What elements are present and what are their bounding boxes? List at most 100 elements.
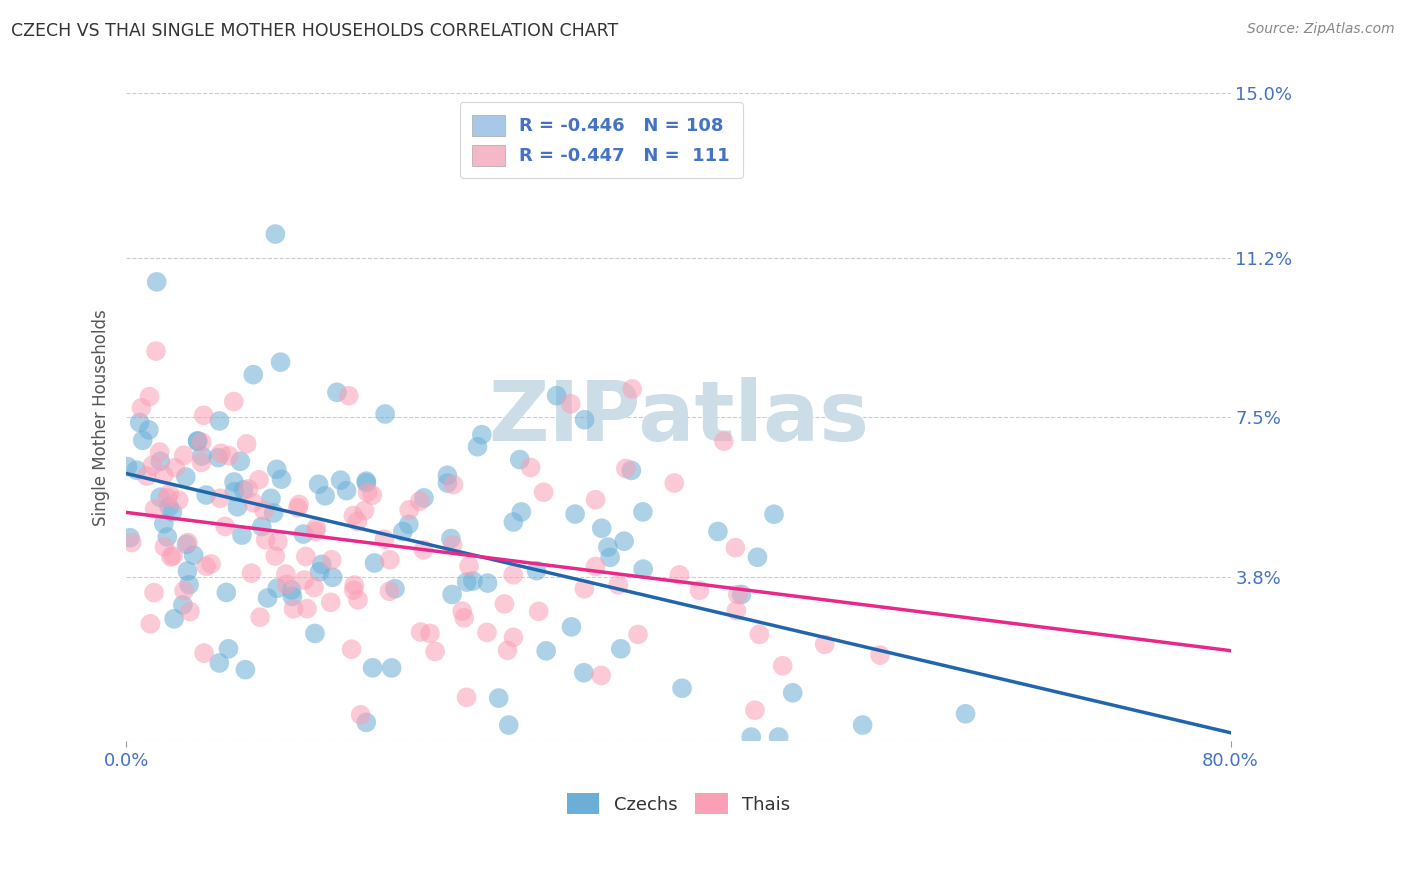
Point xyxy=(356,475,378,490)
Point xyxy=(631,505,654,519)
Text: Source: ZipAtlas.com: Source: ZipAtlas.com xyxy=(1247,22,1395,37)
Point xyxy=(242,496,264,510)
Point xyxy=(263,506,285,520)
Y-axis label: Single Mother Households: Single Mother Households xyxy=(93,309,110,525)
Point xyxy=(235,437,257,451)
Point xyxy=(747,550,769,565)
Point xyxy=(458,559,481,574)
Point xyxy=(193,409,215,423)
Point xyxy=(149,454,172,468)
Point xyxy=(125,463,148,477)
Point xyxy=(172,598,194,612)
Point xyxy=(138,390,160,404)
Point xyxy=(191,449,214,463)
Point xyxy=(208,414,231,428)
Point xyxy=(121,535,143,549)
Point xyxy=(335,483,357,498)
Point xyxy=(688,583,710,598)
Point xyxy=(190,435,212,450)
Point xyxy=(326,385,349,400)
Point xyxy=(354,474,377,488)
Point xyxy=(533,485,555,500)
Point xyxy=(247,473,270,487)
Point xyxy=(305,521,328,535)
Point xyxy=(564,507,586,521)
Point xyxy=(238,482,260,496)
Point xyxy=(157,486,180,500)
Point xyxy=(217,641,239,656)
Point xyxy=(281,590,304,604)
Point xyxy=(814,637,837,651)
Point xyxy=(274,567,297,582)
Point xyxy=(200,557,222,571)
Point xyxy=(302,581,325,595)
Point xyxy=(456,690,478,705)
Point xyxy=(138,423,160,437)
Point xyxy=(471,427,494,442)
Point xyxy=(378,584,401,599)
Point xyxy=(207,450,229,465)
Point xyxy=(176,537,198,551)
Point xyxy=(869,648,891,662)
Point xyxy=(193,646,215,660)
Point xyxy=(215,585,238,599)
Point xyxy=(467,440,489,454)
Point xyxy=(346,515,368,529)
Point xyxy=(224,484,246,499)
Point xyxy=(270,355,292,369)
Point xyxy=(208,656,231,670)
Point xyxy=(295,549,318,564)
Point xyxy=(295,601,318,615)
Point xyxy=(477,576,499,591)
Point xyxy=(143,585,166,599)
Point xyxy=(190,455,212,469)
Point xyxy=(496,643,519,657)
Point xyxy=(266,462,288,476)
Point xyxy=(475,625,498,640)
Point xyxy=(187,434,209,449)
Point xyxy=(163,612,186,626)
Point xyxy=(218,449,240,463)
Text: ZIPatlas: ZIPatlas xyxy=(488,376,869,458)
Point xyxy=(270,472,292,486)
Point xyxy=(423,644,446,658)
Point xyxy=(591,521,613,535)
Point xyxy=(631,562,654,576)
Point xyxy=(412,542,434,557)
Point xyxy=(321,553,343,567)
Point xyxy=(730,587,752,601)
Point xyxy=(744,703,766,717)
Point xyxy=(724,541,747,555)
Point xyxy=(441,587,464,601)
Point xyxy=(502,631,524,645)
Point xyxy=(319,595,342,609)
Point xyxy=(599,550,621,565)
Point xyxy=(152,467,174,482)
Point xyxy=(494,597,516,611)
Point xyxy=(235,663,257,677)
Point xyxy=(740,730,762,744)
Point xyxy=(343,583,366,598)
Point xyxy=(183,548,205,562)
Point xyxy=(509,452,531,467)
Point xyxy=(398,503,420,517)
Point xyxy=(276,577,298,591)
Point xyxy=(145,275,167,289)
Point xyxy=(337,389,360,403)
Point xyxy=(546,389,568,403)
Point xyxy=(254,533,277,547)
Point xyxy=(510,505,533,519)
Point xyxy=(132,434,155,448)
Point xyxy=(156,491,179,505)
Point xyxy=(461,574,484,588)
Point xyxy=(453,611,475,625)
Point xyxy=(713,434,735,449)
Point xyxy=(139,616,162,631)
Point xyxy=(340,642,363,657)
Point xyxy=(502,515,524,529)
Point xyxy=(436,476,458,491)
Point xyxy=(398,517,420,532)
Point xyxy=(373,533,395,547)
Point xyxy=(162,549,184,563)
Point xyxy=(231,528,253,542)
